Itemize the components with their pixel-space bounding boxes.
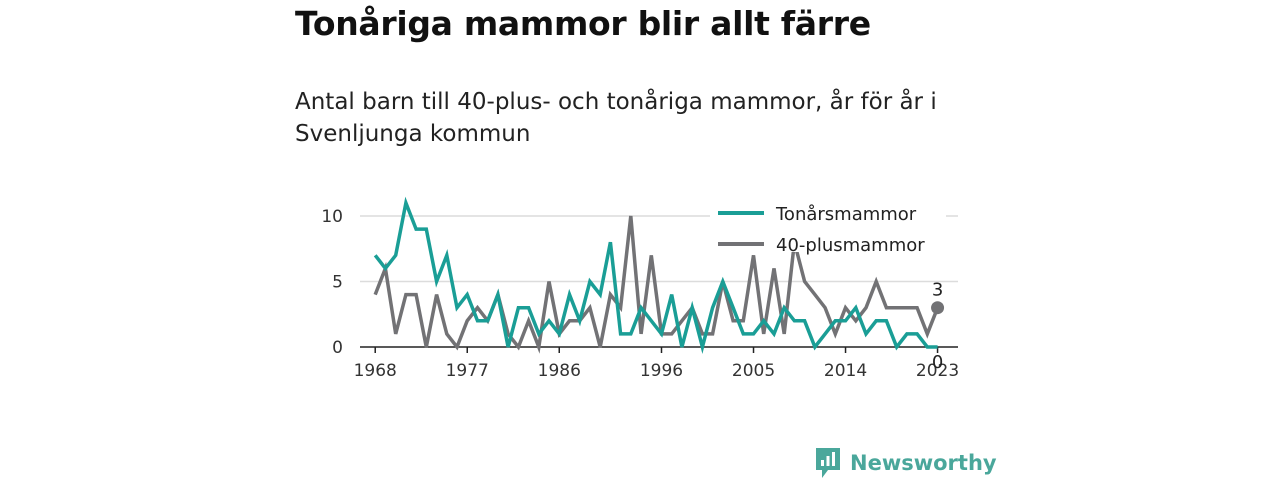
series-line-40-plusmammor — [373, 215, 940, 354]
legend-label: 40-plusmammor — [776, 235, 925, 256]
newsworthy-logo: Newsworthy — [814, 446, 997, 480]
end-label-40-plus: 3 — [932, 280, 943, 301]
x-axis-ticks: 1968 1977 1986 1996 2005 2014 2023 — [354, 347, 959, 381]
end-labels: 30 — [931, 280, 945, 373]
chart-title: Tonåriga mammor blir allt färre — [295, 4, 871, 43]
y-axis-ticks: 0 5 10 — [321, 207, 343, 358]
legend: Tonårsmammor 40-plusmammor — [710, 193, 946, 256]
series-line-tonarsmammor — [373, 196, 938, 354]
legend-label: Tonårsmammor — [775, 204, 917, 225]
y-tick-label: 5 — [332, 273, 343, 293]
x-tick-label: 1986 — [538, 361, 581, 381]
brand-name: Newsworthy — [850, 451, 997, 475]
y-tick-label: 0 — [332, 338, 343, 358]
end-marker-40-plus — [931, 301, 945, 315]
x-tick-label: 2023 — [916, 361, 959, 381]
legend-bg — [710, 224, 946, 252]
legend-bg — [710, 193, 946, 221]
x-tick-label: 1977 — [446, 361, 489, 381]
end-label-teen: 0 — [932, 352, 943, 373]
x-tick-label: 1968 — [354, 361, 397, 381]
newsworthy-icon — [816, 448, 840, 478]
series-lines — [373, 196, 940, 354]
x-tick-label: 1996 — [640, 361, 683, 381]
chart-subtitle: Antal barn till 40-plus- och tonåriga ma… — [295, 89, 937, 147]
y-tick-label: 10 — [321, 207, 343, 227]
x-tick-label: 2014 — [824, 361, 867, 381]
x-tick-label: 2005 — [732, 361, 775, 381]
